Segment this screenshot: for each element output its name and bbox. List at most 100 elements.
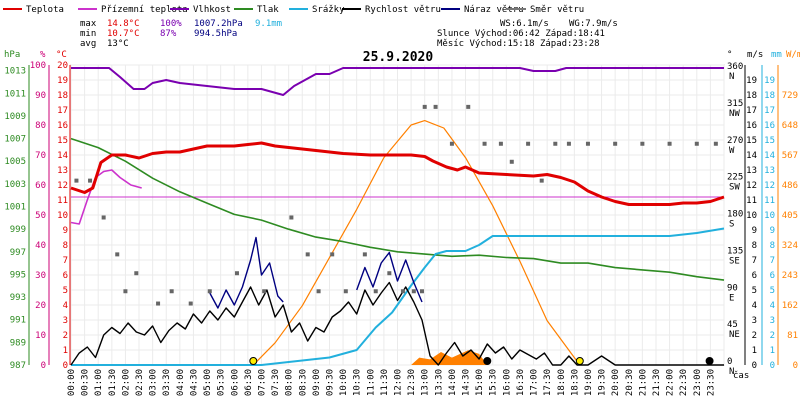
wind-dir-mark-24 [433,104,438,109]
time-tick-36: 18:00 [557,369,567,396]
hpa-tick-11: 1009 [4,112,26,122]
wind-dir-mark-19 [387,271,392,276]
time-tick-14: 07:00 [258,369,268,396]
time-tick-34: 17:00 [530,369,540,396]
stat-wg: WG:7.9m/s [569,19,618,29]
wind-dir-mark-27 [482,141,487,146]
ms-tick-12: 12 [746,181,757,191]
temp-tick-14: 14 [57,151,68,161]
hpa-tick-2: 991 [10,316,26,326]
ms-tick-2: 2 [752,331,757,341]
series-layer [70,67,725,366]
rain-line [71,227,725,366]
dir-tick-card-1: NE [729,330,740,340]
mm-tick-12: 12 [764,181,775,191]
wind-dir-mark-32 [553,141,558,146]
time-tick-13: 06:30 [244,369,254,396]
time-tick-3: 01:30 [108,369,118,396]
wind-dir-mark-5 [134,271,139,276]
pct-tick-4: 40 [35,241,46,251]
time-tick-26: 13:00 [421,369,431,396]
ms-tick-6: 6 [752,271,757,281]
pct-tick-5: 50 [35,211,46,221]
wind-speed-line [70,281,724,366]
pct-tick-6: 60 [35,181,46,191]
wind-dir-mark-29 [509,159,514,164]
hpa-tick-12: 1011 [4,89,26,99]
wind-dir-mark-3 [115,252,120,257]
hpa-tick-13: 1013 [4,67,26,77]
wind-dir-mark-36 [640,141,645,146]
time-tick-19: 09:30 [326,369,336,396]
wind-dir-mark-21 [411,289,416,294]
hpa-tick-6: 999 [10,225,26,235]
stat-min-press: 994.5hPa [194,29,237,39]
time-tick-32: 16:00 [502,369,512,396]
unit-ms: m/s [747,50,763,60]
wind-dir-mark-7 [169,289,174,294]
dir-tick-card-0: N [729,367,734,377]
dir-tick-card-4: S [729,220,734,230]
unit-pct: % [40,50,46,60]
temp-tick-20: 20 [57,61,68,71]
hpa-tick-1: 989 [10,338,26,348]
wind-dir-mark-16 [343,289,348,294]
temperature-line [70,141,725,206]
legend-label-3: Tlak [257,5,279,15]
mm-tick-8: 8 [770,241,775,251]
dir-tick-deg-4: 180 [727,210,743,220]
ms-tick-13: 13 [746,166,757,176]
temp-tick-13: 13 [57,166,68,176]
temp-tick-3: 3 [63,316,68,326]
pct-tick-2: 20 [35,301,46,311]
dir-tick-deg-3: 135 [727,246,743,256]
pct-tick-9: 90 [35,91,46,101]
time-tick-37: 18:30 [570,369,580,396]
wind-dir-mark-34 [585,141,590,146]
time-tick-20: 10:00 [339,369,349,396]
mm-tick-16: 16 [764,121,775,131]
wind-dir-mark-11 [262,289,267,294]
pct-tick-8: 80 [35,121,46,131]
mm-tick-14: 14 [764,151,775,161]
time-tick-35: 17:30 [543,369,553,396]
axes: 9879899919939959979991001100310051007100… [4,61,798,377]
temp-tick-12: 12 [57,181,68,191]
mm-tick-6: 6 [770,271,775,281]
dir-tick-card-8: N [729,72,734,82]
hpa-tick-9: 1005 [4,157,26,167]
wind-dir-mark-10 [234,271,239,276]
sunset-marker [575,357,584,365]
ms-tick-14: 14 [746,151,757,161]
time-tick-0: 00:00 [67,369,77,396]
wind-dir-mark-37 [667,141,672,146]
wind-gust-line-b [356,251,423,303]
time-tick-18: 09:00 [312,369,322,396]
stat-moon: Měsíc Východ:15:18 Západ:23:28 [437,39,600,49]
hpa-tick-5: 997 [10,248,26,258]
unit-mm: mm [771,50,782,60]
time-tick-16: 08:00 [285,369,295,396]
time-tick-31: 15:30 [489,369,499,396]
unit-dir: ° [727,50,732,60]
time-tick-33: 16:30 [516,369,526,396]
wind-dir-mark-31 [539,178,544,183]
mm-tick-5: 5 [770,286,775,296]
temp-tick-7: 7 [63,256,68,266]
x-axis-label: čas [733,370,749,381]
temp-tick-2: 2 [63,331,68,341]
wm2-tick-4: 324 [782,241,798,251]
dir-tick-deg-1: 45 [727,320,738,330]
wind-dir-mark-9 [207,289,212,294]
wind-dir-mark-6 [156,301,161,306]
ms-tick-11: 11 [746,196,757,206]
wind-gust-line-a [209,236,284,309]
ms-tick-3: 3 [752,316,757,326]
ms-tick-17: 17 [746,106,757,116]
wind-dir-mark-4 [123,289,128,294]
stat-max-temp: 14.8°C [107,19,140,29]
stat-max-rain: 9.1mm [255,19,282,29]
dir-tick-card-6: W [729,146,735,156]
